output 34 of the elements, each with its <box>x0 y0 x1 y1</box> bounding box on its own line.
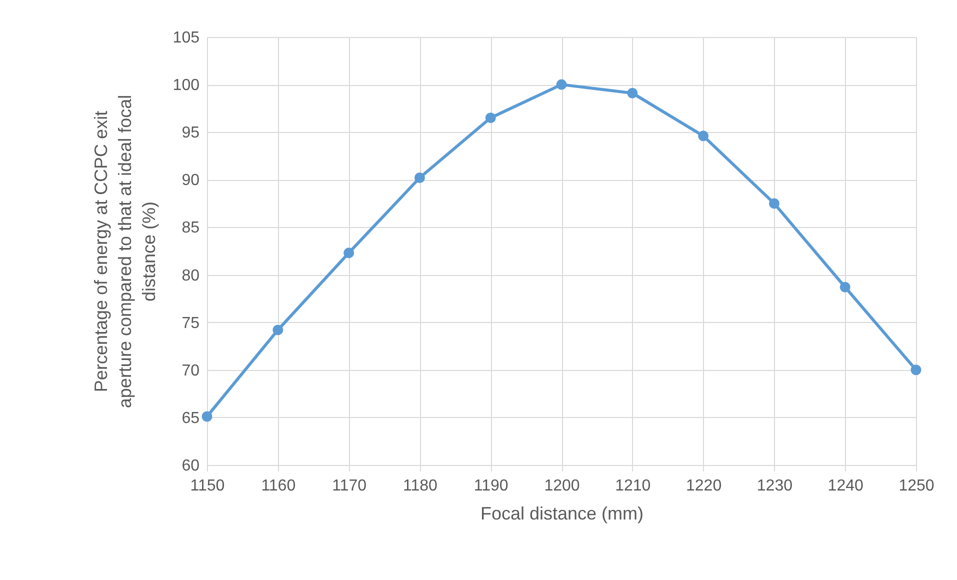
point <box>272 324 284 336</box>
x-tick-label: 1190 <box>474 478 508 494</box>
point <box>698 130 709 142</box>
x-tick-label: 1160 <box>261 478 296 494</box>
x-tick-label: 1150 <box>190 478 225 494</box>
x-tick-label: 1230 <box>756 478 793 494</box>
x-tick-label: 1180 <box>402 478 438 494</box>
point <box>202 411 212 422</box>
y-tick-label: 75 <box>182 314 200 332</box>
point <box>344 248 354 258</box>
point <box>485 112 496 124</box>
y-tick-label: 90 <box>182 172 200 190</box>
x-tick-label: 1210 <box>615 478 651 494</box>
point <box>556 79 567 90</box>
point <box>840 282 850 292</box>
point <box>768 198 780 209</box>
y-tick-label: 105 <box>172 30 200 46</box>
x-tick-label: 1170 <box>332 478 367 494</box>
x-tick-label: 1250 <box>898 478 934 494</box>
x-tick-label: 1200 <box>544 478 580 494</box>
y-tick-label: 100 <box>172 77 200 94</box>
point <box>414 172 425 183</box>
y-tick-label: 95 <box>182 124 200 142</box>
y-tick-label: 70 <box>182 362 200 380</box>
y-tick-label: 80 <box>182 267 200 284</box>
x-tick-label: 1220 <box>686 478 722 494</box>
y-tick-label: 65 <box>182 410 200 427</box>
x-axis-title: Focal distance (mm) <box>480 504 644 524</box>
y-tick-label: 85 <box>182 220 200 237</box>
point <box>627 88 638 98</box>
point <box>910 364 922 376</box>
y-axis-title: Percentage of energy at CCPC exit aperture compared to that at ideal focal distance (%) <box>90 94 159 408</box>
y-tick-label: 60 <box>182 458 200 474</box>
x-tick-label: 1240 <box>828 478 864 494</box>
